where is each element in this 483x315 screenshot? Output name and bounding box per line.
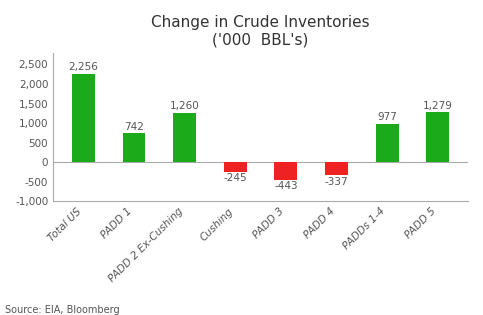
- Text: 2,256: 2,256: [69, 62, 99, 72]
- Text: Source: EIA, Bloomberg: Source: EIA, Bloomberg: [5, 305, 119, 315]
- Bar: [274, 162, 297, 180]
- Text: -337: -337: [325, 177, 348, 187]
- Bar: [376, 124, 398, 162]
- Bar: [173, 113, 196, 162]
- Title: Change in Crude Inventories
('000  BBL's): Change in Crude Inventories ('000 BBL's): [151, 15, 370, 47]
- Text: 1,260: 1,260: [170, 101, 199, 112]
- Bar: [224, 162, 247, 172]
- Text: 977: 977: [377, 112, 397, 123]
- Text: -443: -443: [274, 181, 298, 191]
- Text: -245: -245: [224, 173, 247, 183]
- Bar: [123, 133, 145, 162]
- Bar: [426, 112, 449, 162]
- Bar: [325, 162, 348, 175]
- Text: 742: 742: [124, 122, 144, 132]
- Text: 1,279: 1,279: [423, 101, 453, 111]
- Bar: [72, 74, 95, 162]
